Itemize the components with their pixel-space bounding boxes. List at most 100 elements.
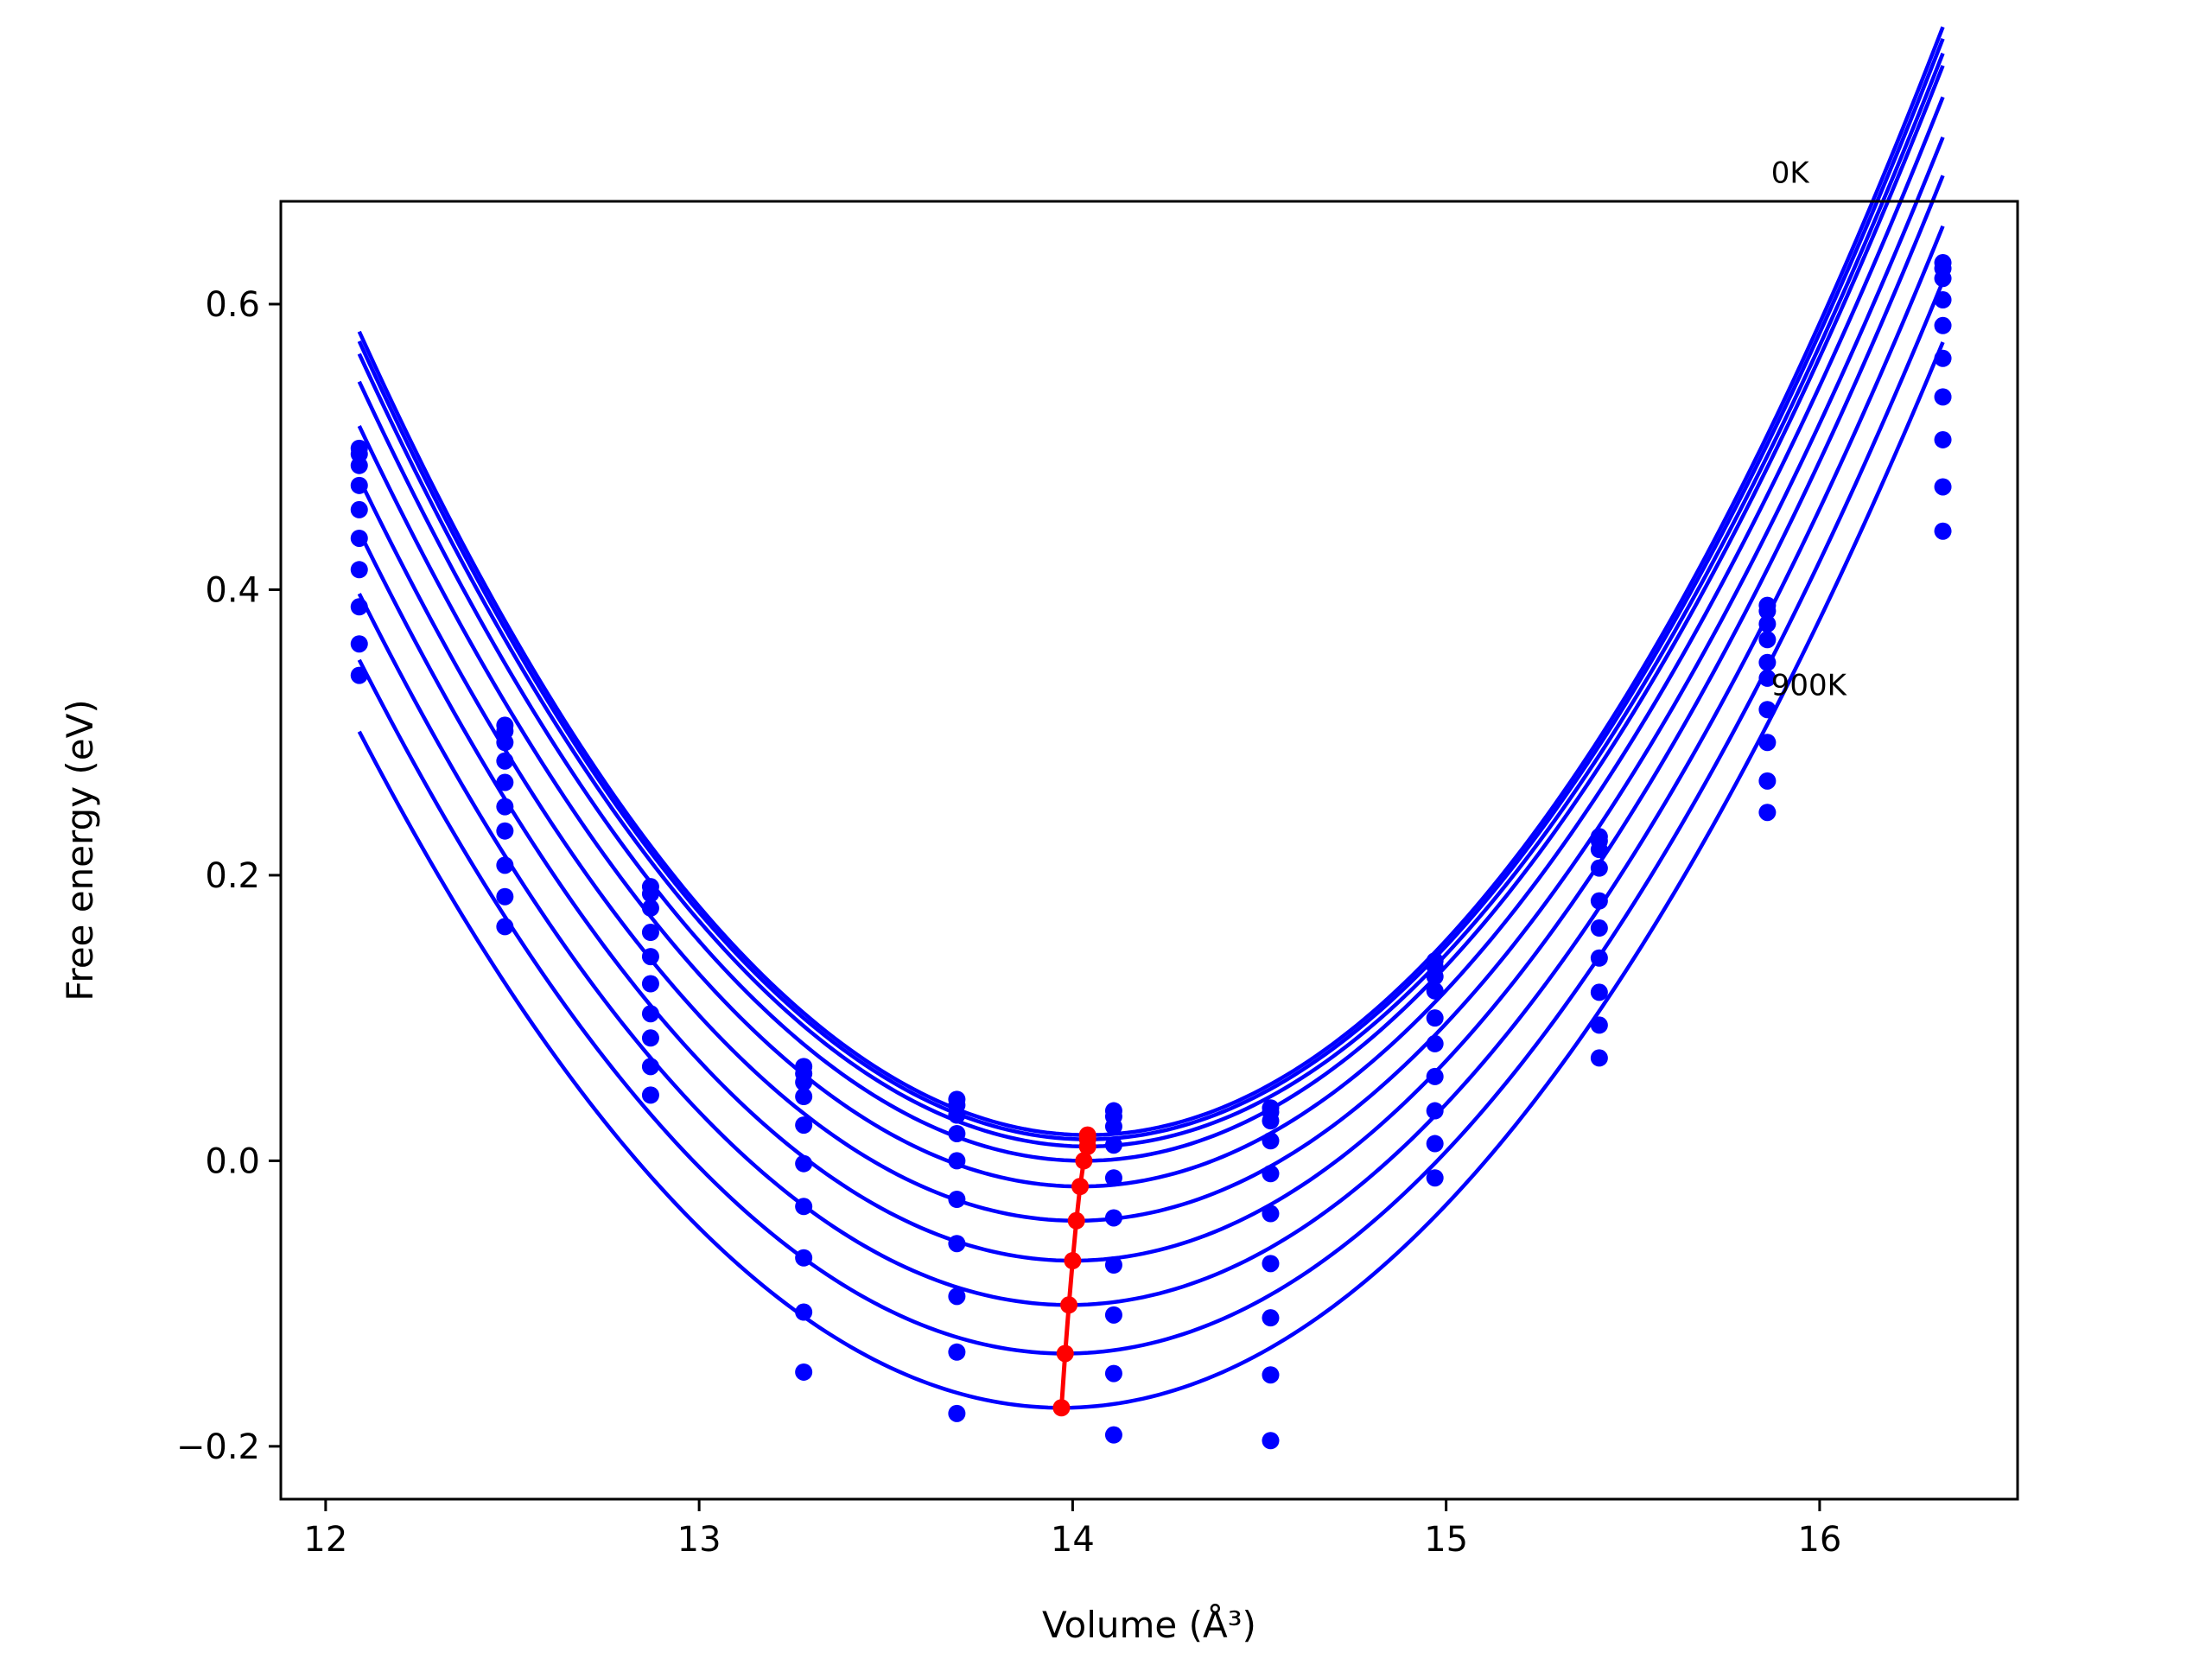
data-point-7-3 (795, 1249, 813, 1267)
annotation-0: 0K (1771, 156, 1811, 191)
data-point-2-5 (1104, 1117, 1122, 1135)
data-point-3-3 (795, 1088, 813, 1106)
data-point-8-8 (1590, 1016, 1608, 1034)
data-point-6-7 (1426, 1067, 1444, 1085)
x-axis-label: Volume (Å³) (1042, 1603, 1256, 1646)
y-axis-label: Free energy (eV) (59, 699, 101, 1001)
data-point-3-5 (1104, 1136, 1122, 1154)
plot-frame (279, 200, 2019, 1501)
minimum-point-9 (1052, 1399, 1071, 1417)
data-point-8-1 (496, 887, 514, 906)
data-point-3-8 (1590, 859, 1608, 877)
data-point-6-0 (350, 561, 368, 579)
annotations: 0K 900K (1771, 156, 1848, 703)
data-points (350, 254, 1952, 1450)
data-point-6-5 (1104, 1256, 1122, 1274)
y-tick-label-2: 0.2 (205, 856, 260, 896)
data-point-3-0 (350, 476, 368, 494)
data-point-9-7 (1426, 1169, 1444, 1187)
data-point-7-0 (350, 598, 368, 616)
data-point-6-10 (1934, 388, 1952, 406)
data-point-6-8 (1590, 949, 1608, 967)
data-point-4-7 (1426, 1009, 1444, 1027)
data-point-9-6 (1262, 1432, 1280, 1450)
data-point-8-4 (948, 1343, 966, 1361)
data-point-4-0 (350, 500, 368, 518)
minimum-point-6 (1064, 1252, 1082, 1270)
data-point-9-1 (496, 918, 514, 936)
data-point-9-2 (641, 1086, 659, 1104)
data-point-8-9 (1758, 772, 1777, 790)
data-point-6-1 (496, 822, 514, 840)
data-point-8-0 (350, 635, 368, 653)
fit-curve-8 (357, 280, 1945, 1356)
data-point-5-6 (1262, 1205, 1280, 1223)
data-point-7-10 (1934, 430, 1952, 448)
data-point-3-7 (1426, 982, 1444, 1000)
data-point-5-5 (1104, 1209, 1122, 1227)
data-point-3-4 (948, 1124, 966, 1142)
data-point-1-2 (641, 885, 659, 903)
data-point-9-4 (948, 1404, 966, 1422)
data-point-5-7 (1426, 1034, 1444, 1052)
data-point-4-1 (496, 773, 514, 791)
data-point-7-2 (641, 1029, 659, 1047)
x-tick-label-2: 14 (1051, 1520, 1095, 1560)
data-point-8-7 (1426, 1135, 1444, 1153)
data-point-2-6 (1262, 1112, 1280, 1130)
x-axis-ticks: 12 13 14 15 16 (303, 1499, 1841, 1560)
data-point-9-0 (350, 666, 368, 684)
data-point-8-3 (795, 1303, 813, 1321)
data-point-4-8 (1590, 892, 1608, 910)
data-point-5-10 (1934, 349, 1952, 367)
data-point-7-7 (1426, 1102, 1444, 1120)
fit-curve-4 (357, 96, 1945, 1189)
data-point-8-2 (641, 1058, 659, 1076)
data-point-6-3 (795, 1198, 813, 1216)
data-point-9-3 (795, 1363, 813, 1381)
x-tick-label-1: 13 (677, 1520, 721, 1560)
data-point-7-9 (1758, 734, 1777, 752)
data-point-4-10 (1934, 316, 1952, 334)
data-point-4-3 (795, 1116, 813, 1135)
x-tick-label-0: 12 (303, 1520, 347, 1560)
data-point-8-10 (1934, 478, 1952, 496)
minimum-point-5 (1067, 1211, 1085, 1230)
fit-curve-9 (357, 341, 1945, 1410)
data-point-2-3 (795, 1073, 813, 1091)
data-point-4-6 (1262, 1165, 1280, 1183)
data-point-9-8 (1590, 1049, 1608, 1067)
fit-curve-5 (357, 136, 1945, 1224)
y-tick-label-3: 0.4 (205, 570, 260, 610)
minimum-point-4 (1071, 1178, 1090, 1196)
y-tick-label-0: −0.2 (176, 1427, 260, 1467)
y-tick-label-1: 0.0 (205, 1141, 260, 1181)
data-point-5-4 (948, 1191, 966, 1208)
data-point-5-8 (1590, 919, 1608, 938)
data-point-8-6 (1262, 1366, 1280, 1384)
fit-curve-7 (357, 225, 1945, 1307)
data-point-2-10 (1934, 270, 1952, 288)
fit-curve-3 (357, 65, 1945, 1163)
fit-curve-2 (357, 52, 1945, 1149)
y-tick-label-4: 0.6 (205, 285, 260, 325)
minimum-point-7 (1060, 1296, 1078, 1314)
data-point-5-2 (641, 975, 659, 993)
x-tick-label-3: 15 (1424, 1520, 1468, 1560)
minimum-point-8 (1056, 1344, 1074, 1363)
data-point-3-1 (496, 752, 514, 770)
x-tick-label-4: 16 (1797, 1520, 1841, 1560)
data-point-5-3 (795, 1154, 813, 1173)
data-point-7-1 (496, 856, 514, 874)
data-point-8-5 (1104, 1364, 1122, 1382)
data-point-9-5 (1104, 1426, 1122, 1444)
data-point-2-4 (948, 1106, 966, 1124)
data-point-6-6 (1262, 1255, 1280, 1273)
data-point-3-2 (641, 924, 659, 942)
fit-curve-0 (357, 26, 1945, 1137)
data-point-1-9 (1758, 602, 1777, 620)
fit-curve-6 (357, 175, 1945, 1263)
data-point-4-4 (948, 1152, 966, 1170)
data-point-3-10 (1934, 291, 1952, 309)
